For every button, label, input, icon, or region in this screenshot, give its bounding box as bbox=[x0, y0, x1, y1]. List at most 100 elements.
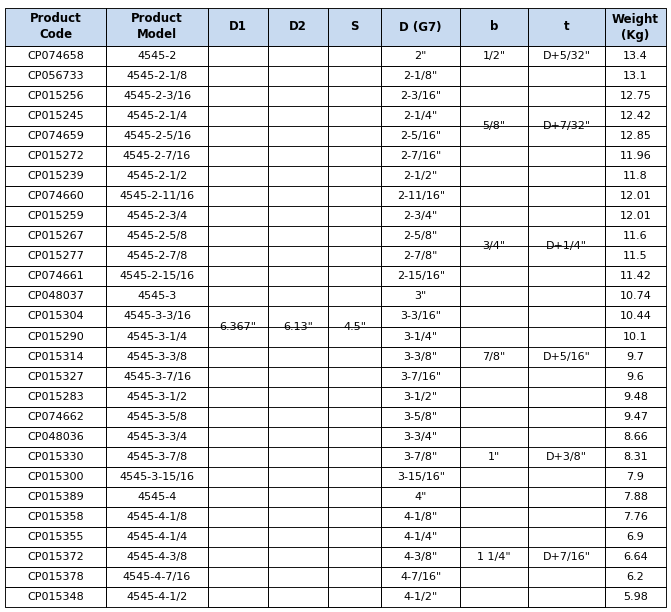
Bar bbox=[268, 487, 328, 507]
Bar bbox=[328, 447, 381, 467]
Text: 4545-4: 4545-4 bbox=[138, 492, 176, 502]
Bar bbox=[460, 507, 528, 527]
Bar bbox=[268, 146, 328, 166]
Text: 6.64: 6.64 bbox=[623, 552, 648, 562]
Bar bbox=[5, 66, 106, 86]
Bar bbox=[106, 86, 208, 106]
Bar bbox=[528, 527, 605, 547]
Bar bbox=[460, 126, 528, 146]
Text: 11.6: 11.6 bbox=[623, 231, 648, 241]
Bar bbox=[5, 247, 106, 266]
Bar bbox=[106, 206, 208, 226]
Bar bbox=[208, 587, 268, 607]
Bar bbox=[208, 46, 268, 607]
Text: 8.66: 8.66 bbox=[623, 431, 648, 442]
Bar bbox=[328, 8, 381, 46]
Bar bbox=[5, 106, 106, 126]
Bar bbox=[5, 166, 106, 186]
Bar bbox=[268, 406, 328, 427]
Text: 12.42: 12.42 bbox=[619, 111, 652, 121]
Bar bbox=[381, 126, 460, 146]
Text: 8.31: 8.31 bbox=[623, 452, 648, 461]
Bar bbox=[605, 247, 666, 266]
Bar bbox=[381, 406, 460, 427]
Bar bbox=[381, 547, 460, 567]
Bar bbox=[268, 567, 328, 587]
Bar bbox=[268, 587, 328, 607]
Bar bbox=[605, 126, 666, 146]
Bar bbox=[106, 547, 208, 567]
Bar bbox=[460, 66, 528, 86]
Bar bbox=[328, 46, 381, 607]
Bar bbox=[460, 86, 528, 106]
Bar bbox=[328, 266, 381, 286]
Bar bbox=[5, 126, 106, 146]
Bar bbox=[106, 66, 208, 86]
Text: 2-7/8": 2-7/8" bbox=[403, 252, 438, 261]
Bar bbox=[460, 66, 528, 186]
Bar bbox=[460, 146, 528, 166]
Bar bbox=[5, 266, 106, 286]
Bar bbox=[106, 427, 208, 447]
Bar bbox=[381, 146, 460, 166]
Bar bbox=[605, 226, 666, 247]
Text: 3-1/2": 3-1/2" bbox=[404, 392, 437, 401]
Bar bbox=[5, 346, 106, 367]
Bar bbox=[605, 266, 666, 286]
Bar bbox=[268, 346, 328, 367]
Text: 10.44: 10.44 bbox=[619, 312, 652, 321]
Bar bbox=[605, 507, 666, 527]
Bar bbox=[381, 226, 460, 247]
Bar bbox=[328, 146, 381, 166]
Bar bbox=[268, 387, 328, 406]
Text: S: S bbox=[350, 20, 359, 34]
Text: 9.6: 9.6 bbox=[627, 371, 644, 382]
Text: CP015348: CP015348 bbox=[28, 592, 84, 602]
Text: 11.5: 11.5 bbox=[623, 252, 648, 261]
Bar bbox=[528, 146, 605, 166]
Bar bbox=[268, 226, 328, 247]
Bar bbox=[5, 547, 106, 567]
Text: CP015256: CP015256 bbox=[28, 91, 84, 101]
Bar bbox=[328, 346, 381, 367]
Bar bbox=[605, 527, 666, 547]
Bar bbox=[605, 447, 666, 467]
Bar bbox=[381, 66, 460, 86]
Bar bbox=[5, 326, 106, 346]
Text: 7/8": 7/8" bbox=[482, 351, 506, 362]
Bar bbox=[605, 206, 666, 226]
Bar bbox=[605, 247, 666, 266]
Bar bbox=[208, 467, 268, 487]
Bar bbox=[328, 587, 381, 607]
Bar bbox=[528, 46, 605, 66]
Bar bbox=[106, 206, 208, 226]
Bar bbox=[268, 86, 328, 106]
Bar bbox=[268, 247, 328, 266]
Bar bbox=[460, 166, 528, 186]
Bar bbox=[381, 307, 460, 326]
Bar bbox=[528, 406, 605, 427]
Bar bbox=[528, 507, 605, 607]
Bar bbox=[5, 447, 106, 467]
Text: CP074661: CP074661 bbox=[28, 271, 84, 282]
Bar bbox=[208, 86, 268, 106]
Text: CP015239: CP015239 bbox=[28, 171, 84, 181]
Bar bbox=[106, 8, 208, 46]
Bar bbox=[381, 247, 460, 266]
Bar bbox=[5, 507, 106, 527]
Bar bbox=[605, 346, 666, 367]
Bar bbox=[5, 547, 106, 567]
Text: 4545-3-15/16: 4545-3-15/16 bbox=[119, 472, 195, 482]
Bar bbox=[328, 307, 381, 326]
Text: 2-3/16": 2-3/16" bbox=[400, 91, 442, 101]
Bar bbox=[106, 406, 208, 427]
Bar bbox=[381, 166, 460, 186]
Bar bbox=[460, 507, 528, 607]
Bar bbox=[381, 567, 460, 587]
Bar bbox=[106, 286, 208, 307]
Bar bbox=[605, 467, 666, 487]
Bar bbox=[528, 387, 605, 406]
Bar bbox=[460, 206, 528, 226]
Bar bbox=[528, 587, 605, 607]
Text: CP015327: CP015327 bbox=[28, 371, 84, 382]
